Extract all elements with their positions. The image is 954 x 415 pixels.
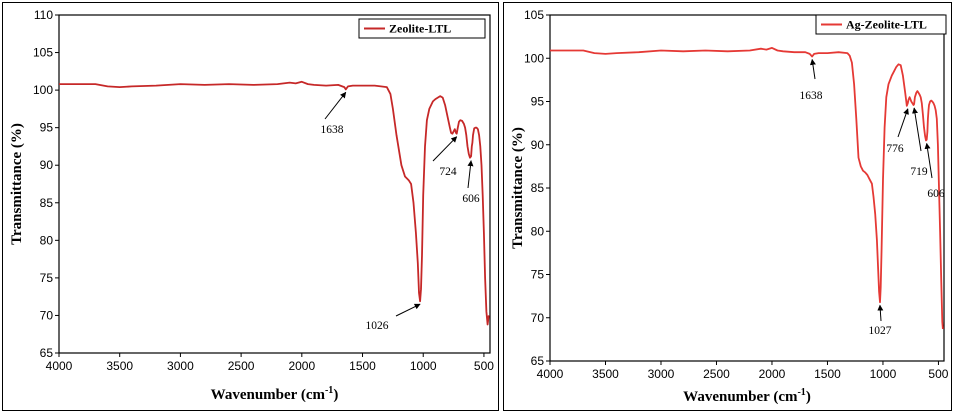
x-tick-label: 3000 xyxy=(648,367,675,381)
chart-panel-zeolite-ltl: 65 70 75 80 85 90 95 100 105 110 4000 3500 3000 2500 2… xyxy=(2,2,499,411)
y-tick-label: 70 xyxy=(40,308,54,322)
y-tick-label: 90 xyxy=(40,158,54,172)
peak-label: 719 xyxy=(910,166,928,178)
y-tick-label: 100 xyxy=(33,83,53,97)
y-tick-label: 75 xyxy=(531,268,545,282)
plot-frame xyxy=(58,14,491,354)
x-tick-label: 1000 xyxy=(410,359,437,373)
ftir-chart-ag-zeolite-ltl: 65 70 75 80 85 90 95 100 105 4000 3500 3000 2500 2000… xyxy=(510,8,949,405)
y-tick-label: 95 xyxy=(40,121,54,135)
x-tick-label: 1500 xyxy=(349,359,376,373)
x-tick-label: 1500 xyxy=(814,367,841,381)
peak-arrow xyxy=(897,108,909,138)
peak-label: 606 xyxy=(927,188,945,200)
x-tick-label: 4000 xyxy=(537,367,564,381)
x-tick-label: 500 xyxy=(928,367,948,381)
legend: Ag-Zeolite-LTL xyxy=(815,14,947,35)
x-tick-label: 500 xyxy=(474,359,494,373)
x-tick-label: 1000 xyxy=(870,367,897,381)
x-axis-title: Wavenumber (cm-1) xyxy=(211,385,339,403)
y-tick-label: 85 xyxy=(531,181,545,195)
y-tick-label: 90 xyxy=(531,138,545,152)
peak-arrow xyxy=(432,136,458,162)
chart-panel-ag-zeolite-ltl: 65 70 75 80 85 90 95 100 105 4000 3500 3000 2500 2000… xyxy=(503,2,952,411)
series-line-zeolite-ltl xyxy=(59,80,490,326)
legend-label: Zeolite-LTL xyxy=(389,22,451,36)
peak-label: 724 xyxy=(439,166,457,178)
y-axis-title: Transmittance (%) xyxy=(9,123,25,245)
legend-box xyxy=(815,14,947,35)
peak-arrow xyxy=(395,303,421,317)
x-tick-label: 3500 xyxy=(106,359,133,373)
x-tick-label: 2000 xyxy=(759,367,786,381)
y-tick-label: 70 xyxy=(531,311,545,325)
y-tick-label: 80 xyxy=(531,224,545,238)
peak-arrow xyxy=(924,142,933,179)
plot-frame xyxy=(549,14,945,362)
legend-box xyxy=(358,18,486,39)
series-line-ag-zeolite-ltl xyxy=(550,47,944,330)
peak-label: 1026 xyxy=(366,320,389,332)
x-tick-label: 2500 xyxy=(228,359,255,373)
x-tick-label: 4000 xyxy=(46,359,73,373)
peak-label: 1638 xyxy=(800,90,823,102)
y-tick-label: 65 xyxy=(531,354,545,368)
legend-label: Ag-Zeolite-LTL xyxy=(846,18,927,32)
y-tick-label: 65 xyxy=(40,346,54,360)
x-tick-label: 2500 xyxy=(703,367,730,381)
x-tick-label: 3500 xyxy=(592,367,619,381)
x-axis-title: Wavenumber (cm-1) xyxy=(683,387,811,405)
y-tick-label: 105 xyxy=(524,8,544,22)
peak-arrow xyxy=(467,160,474,189)
peak-label: 776 xyxy=(886,143,904,155)
peak-label: 1027 xyxy=(869,325,892,337)
peak-arrow xyxy=(324,91,347,120)
x-tick-label: 2000 xyxy=(288,359,315,373)
y-tick-label: 75 xyxy=(40,271,54,285)
x-tick-label: 3000 xyxy=(167,359,194,373)
y-tick-label: 100 xyxy=(524,51,544,65)
y-tick-label: 85 xyxy=(40,196,54,210)
legend: Zeolite-LTL xyxy=(358,18,486,39)
y-axis-title: Transmittance (%) xyxy=(510,127,526,249)
y-tick-label: 110 xyxy=(34,8,53,22)
peak-arrow xyxy=(809,58,816,80)
peak-arrow xyxy=(877,304,884,322)
y-tick-label: 105 xyxy=(33,46,53,60)
peak-label: 1638 xyxy=(321,124,344,136)
peak-label: 606 xyxy=(462,193,480,205)
y-tick-label: 95 xyxy=(531,95,545,109)
peak-arrow xyxy=(912,107,922,152)
ftir-chart-zeolite-ltl: 65 70 75 80 85 90 95 100 105 110 4000 3500 3000 2500 2… xyxy=(9,8,494,403)
y-tick-label: 80 xyxy=(40,233,54,247)
